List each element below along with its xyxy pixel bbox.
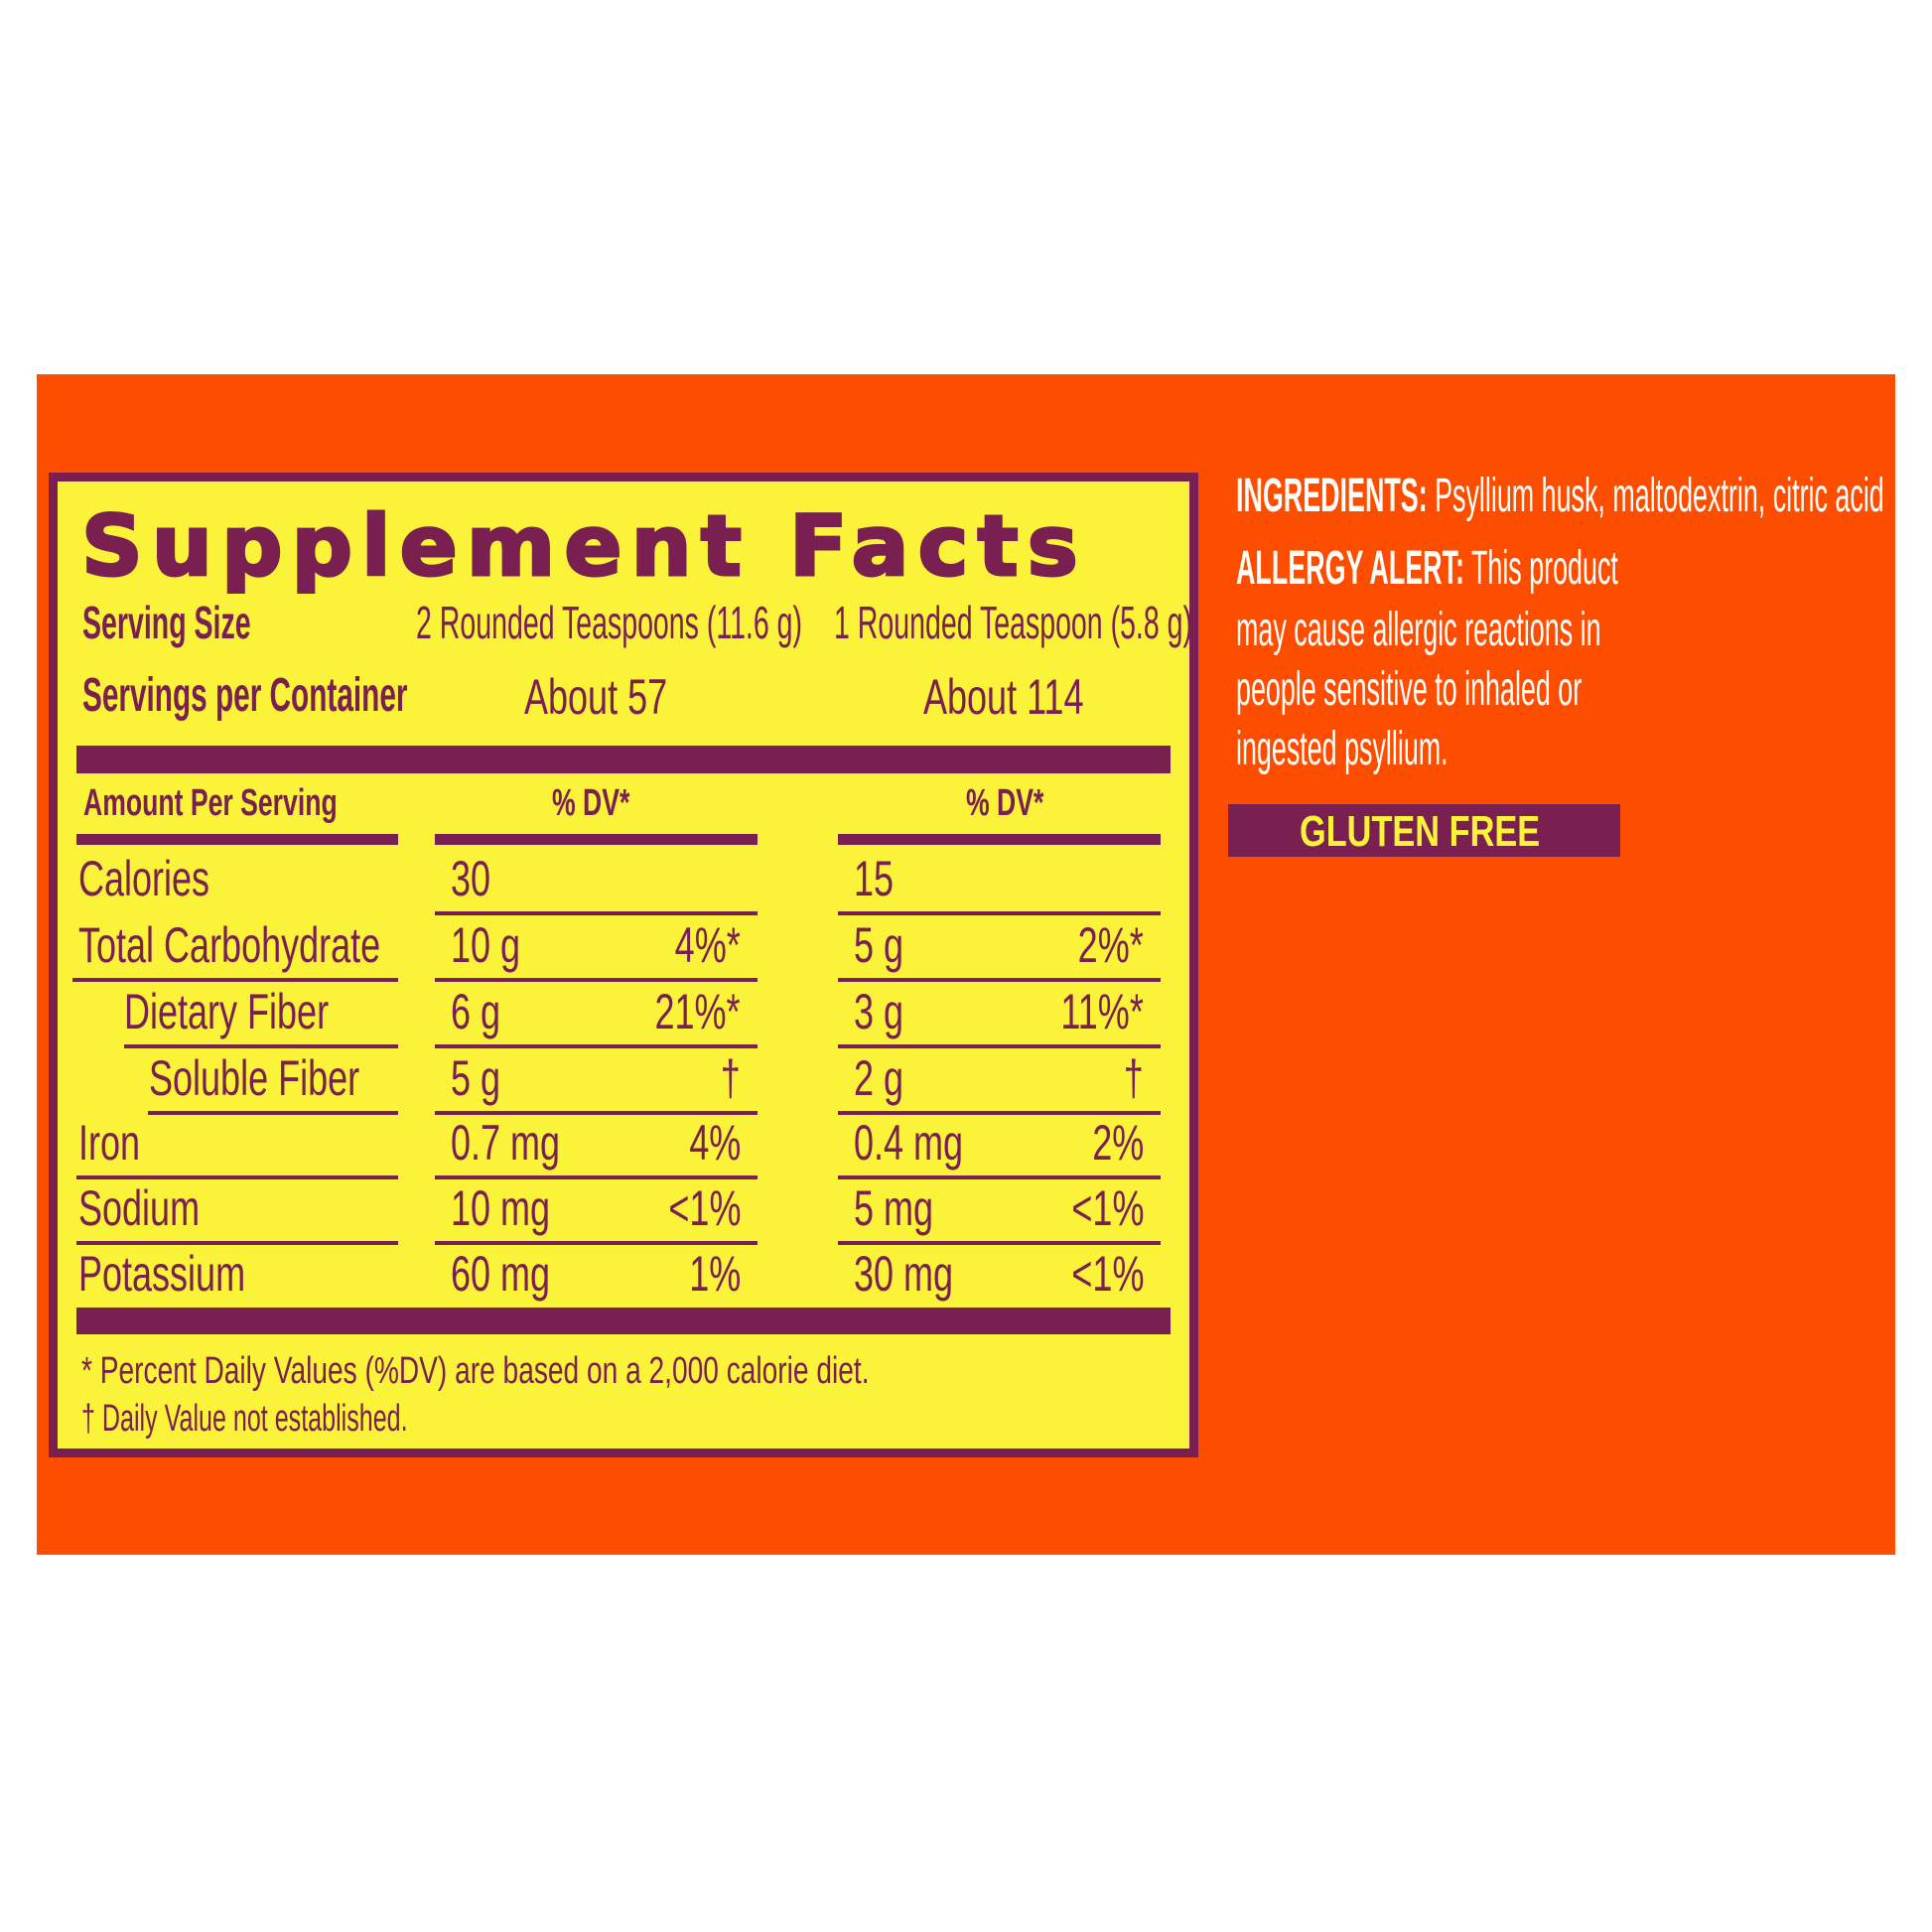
row-value-2: 5 mg — [854, 1180, 934, 1236]
amount-per-serving-header: Amount Per Serving — [83, 782, 338, 824]
ingredients-label: INGREDIENTS: — [1236, 470, 1428, 522]
allergy-line-3: people sensitive to inhaled or — [1236, 663, 1583, 716]
row-divider — [124, 1044, 398, 1048]
dv-header-2: % DV* — [966, 782, 1044, 824]
row-value-1: 60 mg — [451, 1246, 551, 1302]
ingredients-text: Psyllium husk, maltodextrin, citric acid — [1435, 470, 1884, 522]
row-value-1: 30 — [451, 851, 491, 906]
row-dv-1: 4%* — [674, 917, 741, 973]
row-dv-2: † — [1123, 1050, 1144, 1106]
row-label: Sodium — [78, 1180, 201, 1236]
row-divider — [435, 1241, 758, 1245]
servings-label: Servings per Container — [82, 669, 408, 722]
row-dv-2: <1% — [1070, 1180, 1144, 1236]
row-value-2: 3 g — [854, 984, 904, 1039]
allergy-line-1: ALLERGY ALERT: This product — [1236, 545, 1618, 593]
row-label: Dietary Fiber — [124, 984, 330, 1039]
supplement-facts-panel — [49, 473, 1198, 1457]
header-divider — [76, 834, 398, 845]
header-divider — [435, 834, 758, 845]
allergy-label: ALLERGY ALERT: — [1236, 542, 1464, 595]
row-value-2: 30 mg — [854, 1246, 954, 1302]
row-dv-1: <1% — [667, 1180, 741, 1236]
header-divider — [838, 834, 1161, 845]
row-value-1: 10 g — [451, 917, 521, 973]
row-dv-1: † — [720, 1050, 741, 1106]
row-value-1: 5 g — [451, 1050, 501, 1106]
row-dv-2: 2% — [1091, 1115, 1144, 1171]
row-divider — [72, 978, 398, 982]
row-value-2: 2 g — [854, 1050, 904, 1106]
allergy-text-1: This product — [1470, 542, 1618, 595]
row-value-1: 0.7 mg — [451, 1115, 561, 1171]
serving-size-1: 2 Rounded Teaspoons (11.6 g) — [416, 597, 803, 648]
row-label: Potassium — [78, 1246, 246, 1302]
allergy-line-2: may cause allergic reactions in — [1236, 604, 1601, 656]
servings-1: About 57 — [524, 669, 668, 725]
row-label: Total Carbohydrate — [78, 917, 381, 973]
row-dv-2: 11%* — [1060, 984, 1144, 1039]
row-value-2: 15 — [854, 851, 895, 906]
row-value-1: 6 g — [451, 984, 501, 1039]
row-divider — [148, 1111, 398, 1115]
row-divider — [838, 1044, 1161, 1048]
row-label: Soluble Fiber — [149, 1050, 360, 1106]
row-divider — [838, 1241, 1161, 1245]
dv-header-1: % DV* — [552, 782, 630, 824]
gluten-free-badge: GLUTEN FREE — [1228, 804, 1620, 857]
row-dv-1: 21%* — [654, 984, 741, 1039]
row-dv-1: 4% — [688, 1115, 741, 1171]
serving-size-2: 1 Rounded Teaspoon (5.8 g) — [834, 597, 1193, 648]
gluten-free-text: GLUTEN FREE — [1300, 807, 1541, 856]
row-divider — [838, 911, 1161, 915]
row-divider — [76, 1175, 398, 1179]
servings-2: About 114 — [923, 669, 1084, 725]
row-divider — [838, 978, 1161, 982]
row-value-2: 0.4 mg — [854, 1115, 964, 1171]
thick-divider-top — [76, 746, 1171, 773]
row-divider — [435, 1111, 758, 1115]
row-divider — [435, 911, 758, 915]
row-divider — [838, 1111, 1161, 1115]
footnote-dv: * Percent Daily Values (%DV) are based o… — [81, 1350, 870, 1392]
footnote-dagger: † Daily Value not established. — [81, 1398, 408, 1440]
facts-title: Supplement Facts — [79, 497, 1087, 595]
row-dv-2: <1% — [1070, 1246, 1144, 1302]
row-divider — [435, 1044, 758, 1048]
row-label: Calories — [78, 851, 210, 906]
row-value-2: 5 g — [854, 917, 904, 973]
row-divider — [435, 978, 758, 982]
serving-size-label: Serving Size — [82, 597, 251, 648]
row-value-1: 10 mg — [451, 1180, 551, 1236]
allergy-line-4: ingested psyllium. — [1236, 723, 1449, 775]
row-dv-2: 2%* — [1077, 917, 1144, 973]
row-dv-1: 1% — [688, 1246, 741, 1302]
row-divider — [435, 1175, 758, 1179]
ingredients: INGREDIENTS: Psyllium husk, maltodextrin… — [1236, 473, 1884, 520]
thick-divider-bottom — [76, 1308, 1171, 1334]
row-divider — [838, 1175, 1161, 1179]
row-label: Iron — [78, 1115, 141, 1171]
row-divider — [76, 1241, 398, 1245]
